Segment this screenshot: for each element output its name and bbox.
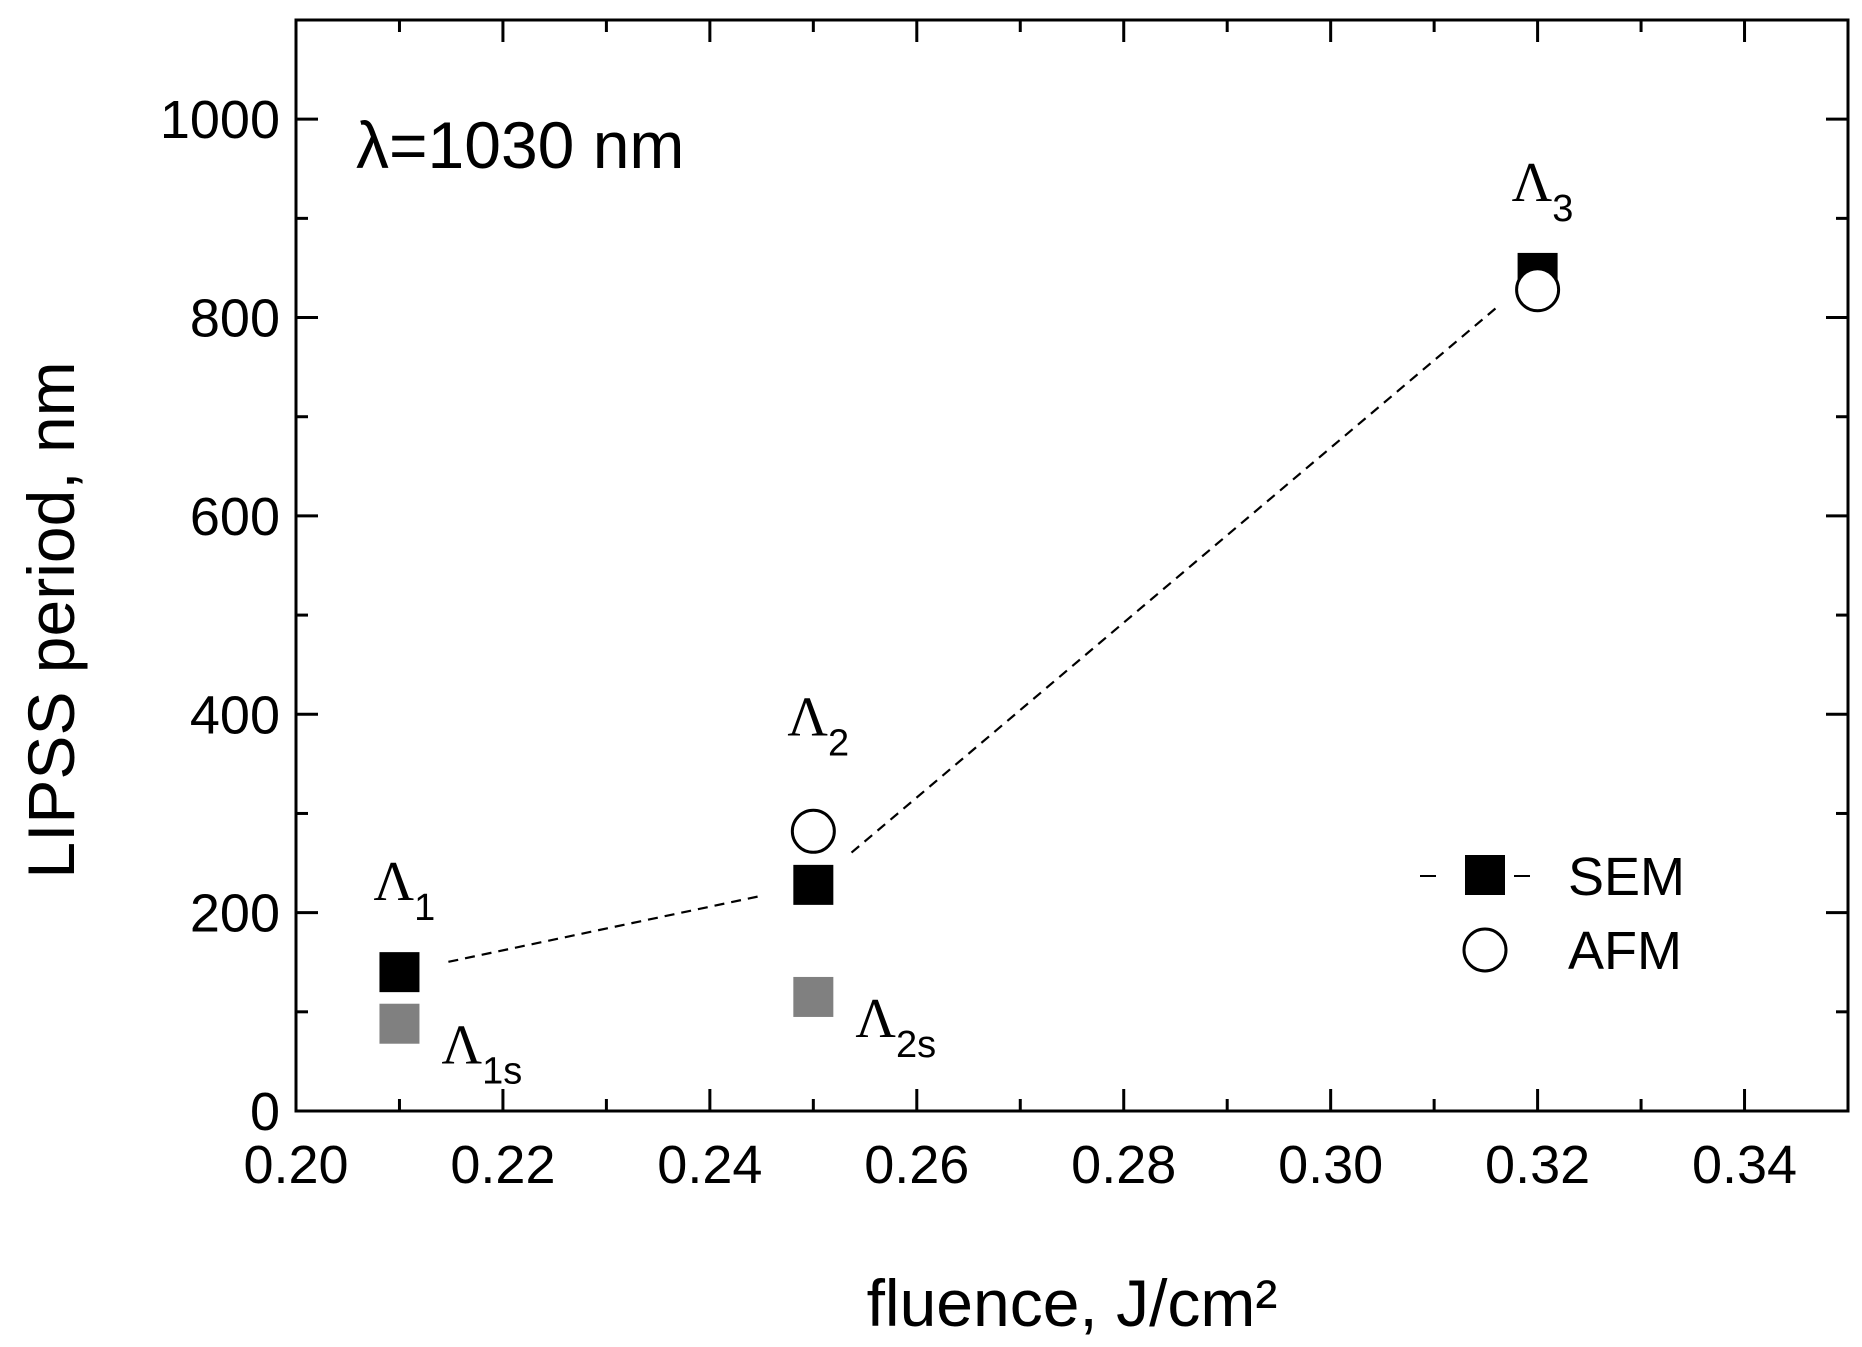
y-tick-label: 800 <box>190 289 280 349</box>
x-tick-label: 0.32 <box>1485 1135 1590 1195</box>
y-tick-label: 400 <box>190 685 280 745</box>
series-line-segment <box>448 894 765 963</box>
data-markers <box>379 252 1561 1044</box>
plot-frame <box>294 18 1850 1113</box>
x-axis-title: fluence, J/cm² <box>867 1266 1278 1340</box>
x-tick-label: 0.30 <box>1278 1135 1383 1195</box>
wavelength-annotation: λ=1030 nm <box>356 108 684 182</box>
point-label-lambda-2s: Λ2s <box>855 988 936 1066</box>
x-tick-label: 0.22 <box>450 1135 555 1195</box>
y-tick-label: 0 <box>250 1082 280 1142</box>
point-label-lambda-1s: Λ1s <box>441 1015 522 1093</box>
legend-sem-label: SEM <box>1568 847 1685 907</box>
data-point-square <box>793 976 834 1017</box>
x-tick-label: 0.28 <box>1071 1135 1176 1195</box>
y-tick-label: 200 <box>190 884 280 944</box>
point-labels: Λ1 Λ2 Λ3 Λ1s Λ2s <box>373 152 1573 1093</box>
point-label-lambda-3: Λ3 <box>1512 152 1574 230</box>
point-label-lambda-1: Λ1 <box>373 851 435 929</box>
y-tick-label: 600 <box>190 487 280 547</box>
x-tick-label: 0.24 <box>657 1135 762 1195</box>
axis-tick-labels: 0.20 0.22 0.24 0.26 0.28 0.30 0.32 0.34 0 200 400 6… <box>160 90 1797 1195</box>
y-axis-title: LIPSS period, nm <box>14 361 88 878</box>
x-tick-label: 0.34 <box>1692 1135 1797 1195</box>
data-point-square <box>379 952 420 993</box>
legend-sem-marker <box>1465 855 1505 895</box>
x-tick-label: 0.26 <box>864 1135 969 1195</box>
series-line-segment <box>850 304 1501 854</box>
axis-ticks <box>294 20 1850 1113</box>
x-tick-label: 0.20 <box>243 1135 348 1195</box>
data-point-circle <box>790 808 836 854</box>
point-label-lambda-2: Λ2 <box>787 686 849 764</box>
series-lines <box>448 304 1501 963</box>
y-tick-label: 1000 <box>160 90 280 150</box>
legend-afm-marker <box>1462 927 1508 973</box>
legend: SEM AFM <box>1420 847 1685 981</box>
data-point-circle <box>1515 267 1561 313</box>
legend-afm-label: AFM <box>1568 921 1682 981</box>
data-point-square <box>379 1003 420 1044</box>
data-point-square <box>793 864 834 905</box>
